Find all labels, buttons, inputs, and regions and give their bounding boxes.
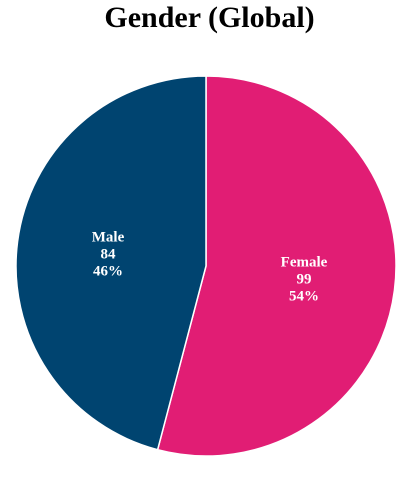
chart-title: Gender (Global) bbox=[104, 1, 315, 34]
slice-label-female-percent: 54% bbox=[289, 289, 319, 305]
pie-slice-male bbox=[15, 75, 207, 451]
slice-label-female-value: 99 bbox=[296, 272, 311, 288]
slice-label-male-percent: 46% bbox=[93, 263, 123, 279]
slice-label-female-name: Female bbox=[281, 255, 328, 271]
pie-slice-female bbox=[156, 75, 397, 457]
slice-label-male-value: 84 bbox=[101, 246, 117, 262]
pie-slices bbox=[15, 75, 397, 457]
slice-label-male-name: Male bbox=[92, 229, 125, 245]
